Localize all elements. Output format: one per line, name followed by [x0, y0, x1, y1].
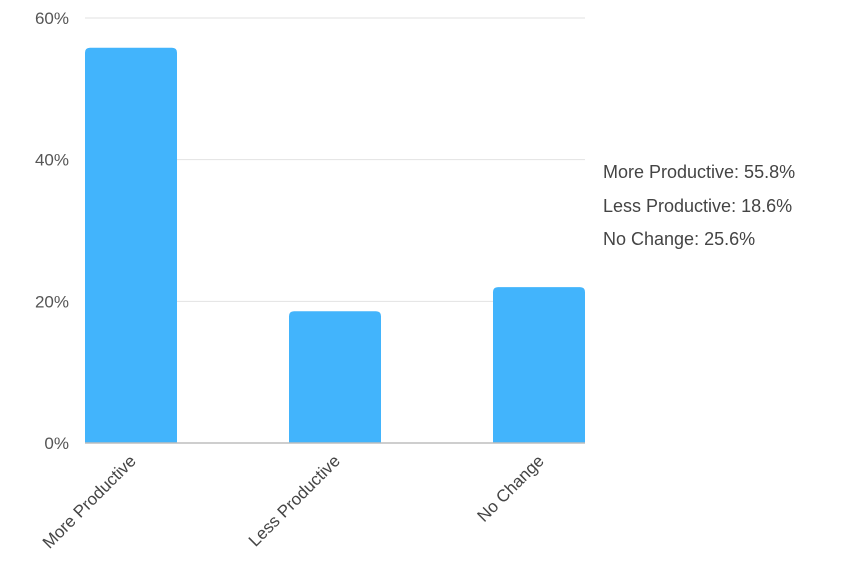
legend: More Productive: 55.8% Less Productive: … — [603, 156, 795, 257]
legend-item-no-change: No Change: 25.6% — [603, 229, 756, 249]
y-tick-label: 60% — [35, 9, 69, 28]
x-category-label: More Productive — [39, 451, 140, 552]
y-tick-label: 40% — [35, 151, 69, 170]
legend-item-less-productive: Less Productive: 18.6% — [603, 195, 793, 216]
x-category-label: No Change — [474, 451, 548, 525]
x-category-label: Less Productive — [245, 451, 344, 550]
bar-no-change — [493, 287, 585, 443]
y-axis-ticks: 0% 20% 40% 60% — [35, 9, 69, 453]
y-tick-label: 0% — [44, 434, 69, 453]
bar-less-productive — [289, 311, 381, 443]
legend-item-more-productive: More Productive: 55.8% — [603, 162, 796, 182]
y-tick-label: 20% — [35, 292, 69, 311]
x-axis-category-labels: More Productive Less Productive No Change — [39, 451, 548, 552]
bar-more-productive — [85, 47, 177, 443]
bars — [85, 47, 585, 443]
